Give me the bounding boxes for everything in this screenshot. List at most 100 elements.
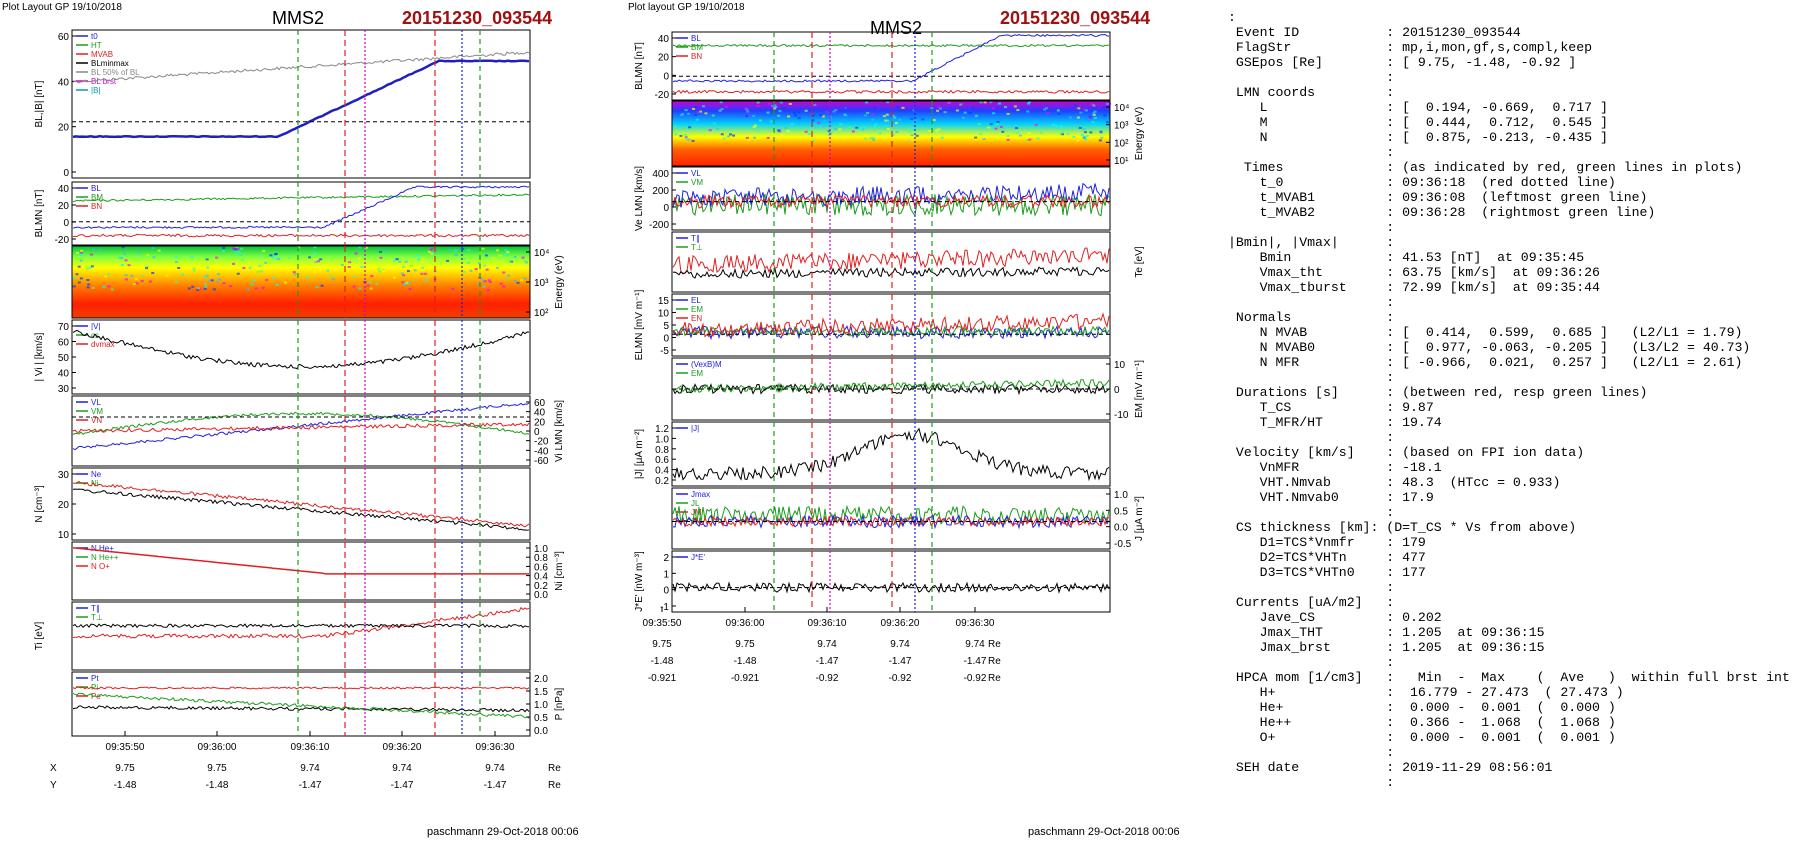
spectrogram-pixel xyxy=(97,248,101,251)
spectrogram-pixel xyxy=(191,285,195,288)
spectrogram-pixel xyxy=(269,254,273,257)
spectrogram-pixel xyxy=(897,135,901,138)
info-line: VnMFR : -18.1 xyxy=(1228,460,1442,475)
info-line: t_MVAB1 : 09:36:08 (leftmost green line) xyxy=(1228,190,1648,205)
spectrogram-pixel xyxy=(843,113,847,116)
spectrogram-pixel xyxy=(378,270,382,273)
series-line xyxy=(72,692,530,719)
spectrogram-pixel xyxy=(157,249,161,252)
spectrogram-pixel xyxy=(1080,133,1084,136)
y-tick-label: -10 xyxy=(1114,410,1129,421)
spectrogram-pixel xyxy=(77,265,81,268)
spectrogram-pixel xyxy=(1028,138,1032,141)
spectrogram-pixel xyxy=(408,288,412,291)
y-tick-label: 0 xyxy=(663,586,669,597)
spectrogram-pixel xyxy=(205,258,209,261)
spectrogram-pixel xyxy=(358,246,362,249)
spectrogram-pixel xyxy=(513,280,517,283)
spectrogram-pixel xyxy=(236,250,240,253)
spectrogram-pixel xyxy=(247,262,251,265)
spectrogram-pixel xyxy=(861,128,865,131)
spectrogram-pixel xyxy=(813,104,817,107)
spectrogram-pixel xyxy=(412,254,416,257)
info-line: : xyxy=(1228,505,1395,520)
spectrogram-pixel xyxy=(392,276,396,279)
x-tick-label: 09:36:20 xyxy=(881,618,920,629)
spectrogram-pixel xyxy=(80,249,84,252)
spectrogram-pixel xyxy=(193,264,197,267)
spectrogram-pixel xyxy=(256,270,260,273)
legend-label: Jmax xyxy=(691,490,710,499)
position-unit: Re xyxy=(988,673,1001,684)
series-line xyxy=(72,623,530,629)
spectrogram-pixel xyxy=(885,113,889,116)
info-line: FlagStr : mp,i,mon,gf,s,compl,keep xyxy=(1228,40,1593,55)
spectrogram-pixel xyxy=(212,288,216,291)
spectrogram-pixel xyxy=(120,257,124,260)
spectrogram-pixel xyxy=(72,285,76,288)
spectrogram-pixel xyxy=(107,285,111,288)
spectrogram-pixel xyxy=(1061,130,1065,133)
spectrogram-pixel xyxy=(248,266,252,269)
info-line: L : [ 0.194, -0.669, 0.717 ] xyxy=(1228,100,1608,115)
series-line xyxy=(72,411,530,435)
info-line: Jmax_brst : 1.205 at 09:36:15 xyxy=(1228,640,1545,655)
spectrogram-pixel xyxy=(994,127,998,130)
info-line: : xyxy=(1228,580,1395,595)
spectrogram-pixel xyxy=(77,281,81,284)
y-tick-label: 0 xyxy=(534,427,540,438)
spectrogram-pixel xyxy=(673,125,677,128)
series-line xyxy=(72,59,530,139)
spectrogram-pixel xyxy=(684,109,688,112)
info-line: : xyxy=(1228,145,1395,160)
legend-label: BN xyxy=(691,52,702,61)
spectrogram-pixel xyxy=(454,254,458,257)
series-line xyxy=(672,192,1110,218)
spectrogram-pixel xyxy=(1025,139,1029,142)
spectrogram-pixel xyxy=(174,256,178,259)
spectrogram-pixel xyxy=(420,261,424,264)
spectrogram-pixel xyxy=(1079,111,1083,114)
spectrogram-pixel xyxy=(681,113,685,116)
spectrogram-pixel xyxy=(1092,104,1096,107)
spectrogram-pixel xyxy=(766,111,770,114)
spectrogram-pixel xyxy=(313,246,317,249)
spectrogram-pixel xyxy=(231,247,235,250)
info-line: : xyxy=(1228,775,1395,790)
spectrogram-pixel xyxy=(756,101,760,104)
spectrogram-pixel xyxy=(462,270,466,273)
spectrogram-pixel xyxy=(340,264,344,267)
y-tick-label: 10⁴ xyxy=(1114,103,1129,114)
spectrogram-pixel xyxy=(873,106,877,109)
spectrogram-pixel xyxy=(1039,131,1043,134)
position-value: -0.921 xyxy=(648,673,677,684)
y-axis-label: Energy (eV) xyxy=(1134,107,1145,160)
spectrogram-pixel xyxy=(946,101,950,104)
y-tick-label: 0.4 xyxy=(655,466,669,477)
spectrogram-pixel xyxy=(222,282,226,285)
series-line xyxy=(72,233,530,238)
spectrogram-pixel xyxy=(240,247,244,250)
spectrogram-pixel xyxy=(121,246,125,249)
spectrogram-pixel xyxy=(483,280,487,283)
info-line: : xyxy=(1228,370,1395,385)
spectrogram-pixel xyxy=(134,278,138,281)
energy-spectrogram xyxy=(672,101,1110,166)
info-line: |Bmin|, |Vmax| : xyxy=(1228,235,1395,250)
legend-label: EM xyxy=(691,305,703,314)
spectrogram-pixel xyxy=(352,285,356,288)
series-line xyxy=(672,89,1110,95)
spectrogram-pixel xyxy=(766,136,770,139)
spectrogram-pixel xyxy=(940,136,944,139)
spectrogram-pixel xyxy=(474,268,478,271)
spectrogram-pixel xyxy=(272,277,276,280)
position-value: -1.47 xyxy=(391,780,414,790)
spectrogram-pixel xyxy=(771,104,775,107)
spectrogram-pixel xyxy=(873,125,877,128)
y-tick-label: 0 xyxy=(63,168,69,179)
spectrogram-pixel xyxy=(1059,125,1063,128)
panel-frame xyxy=(671,166,1111,231)
spectrogram-pixel xyxy=(1044,107,1048,110)
spectrogram-pixel xyxy=(946,135,950,138)
